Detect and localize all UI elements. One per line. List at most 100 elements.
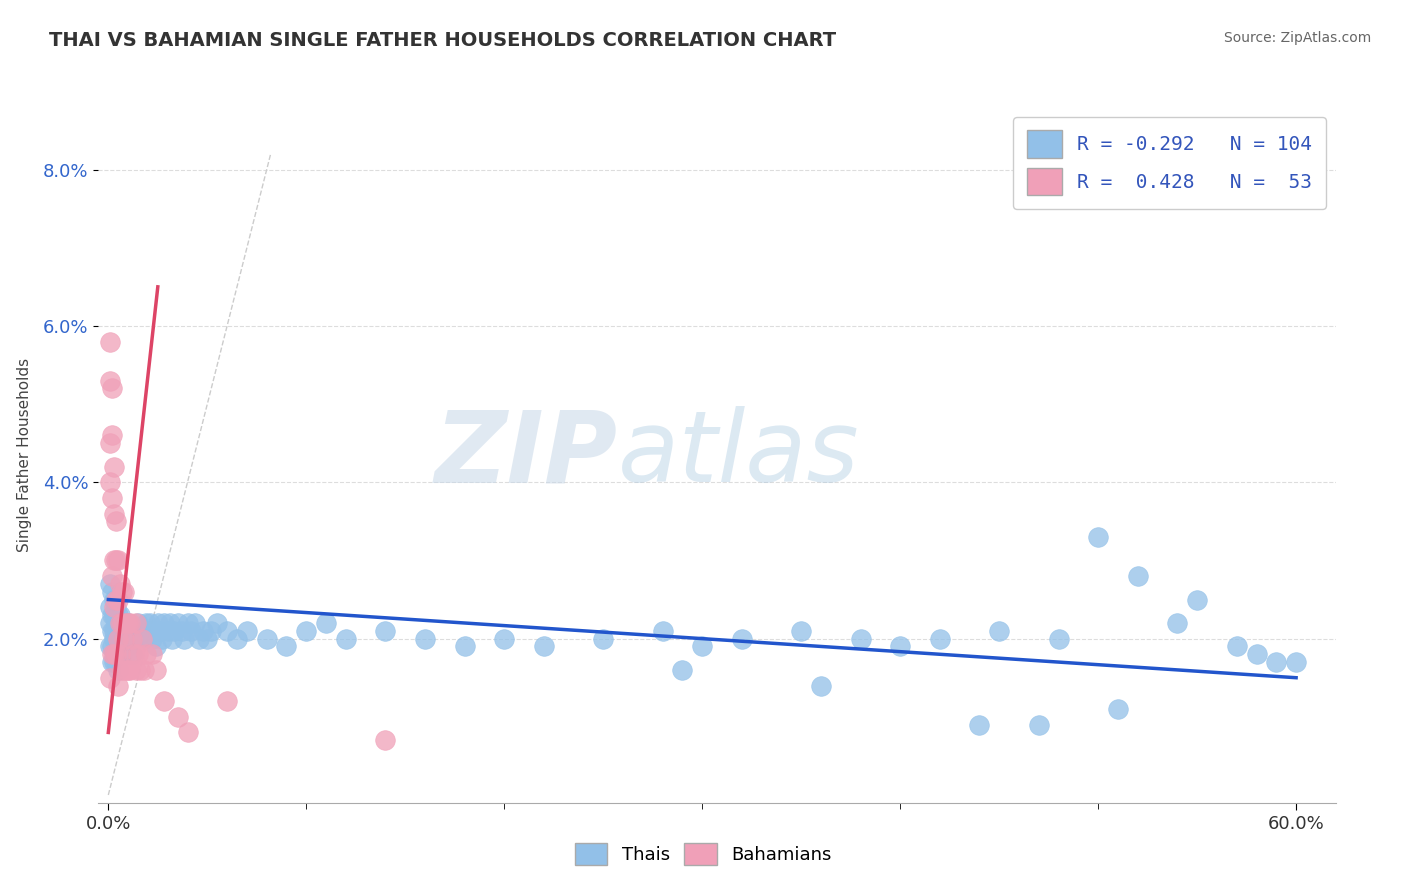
Point bbox=[135, 615, 157, 630]
Point bbox=[180, 624, 202, 638]
Point bbox=[453, 640, 475, 654]
Point bbox=[122, 632, 145, 646]
Point bbox=[111, 663, 134, 677]
Point bbox=[117, 615, 139, 630]
Point bbox=[105, 647, 128, 661]
Point bbox=[166, 710, 188, 724]
Point bbox=[125, 615, 148, 630]
Point bbox=[295, 624, 318, 638]
Point bbox=[176, 725, 198, 739]
Point bbox=[1246, 647, 1268, 661]
Point bbox=[107, 663, 129, 677]
Point bbox=[107, 632, 129, 646]
Point bbox=[173, 632, 195, 646]
Point bbox=[98, 615, 121, 630]
Point bbox=[132, 632, 155, 646]
Point bbox=[150, 632, 173, 646]
Point bbox=[790, 624, 813, 638]
Point bbox=[928, 632, 950, 646]
Point bbox=[276, 640, 298, 654]
Point bbox=[111, 647, 134, 661]
Point bbox=[139, 615, 162, 630]
Point bbox=[889, 640, 911, 654]
Point bbox=[101, 647, 124, 661]
Point bbox=[146, 615, 169, 630]
Point bbox=[117, 615, 139, 630]
Point bbox=[103, 647, 125, 661]
Point bbox=[849, 632, 872, 646]
Legend: R = -0.292   N = 104, R =  0.428   N =  53: R = -0.292 N = 104, R = 0.428 N = 53 bbox=[1014, 117, 1326, 209]
Point bbox=[105, 615, 128, 630]
Point bbox=[108, 577, 131, 591]
Point bbox=[98, 374, 121, 388]
Point bbox=[105, 655, 128, 669]
Point bbox=[107, 553, 129, 567]
Point bbox=[131, 632, 153, 646]
Text: Source: ZipAtlas.com: Source: ZipAtlas.com bbox=[1223, 31, 1371, 45]
Point bbox=[101, 491, 124, 505]
Point bbox=[200, 624, 222, 638]
Point bbox=[107, 592, 129, 607]
Point bbox=[111, 615, 134, 630]
Point bbox=[108, 647, 131, 661]
Point bbox=[120, 615, 142, 630]
Point bbox=[101, 655, 124, 669]
Point bbox=[120, 632, 142, 646]
Point bbox=[108, 624, 131, 638]
Point bbox=[159, 615, 181, 630]
Point bbox=[101, 640, 124, 654]
Point bbox=[108, 608, 131, 623]
Point bbox=[105, 592, 128, 607]
Point bbox=[101, 428, 124, 442]
Text: THAI VS BAHAMIAN SINGLE FATHER HOUSEHOLDS CORRELATION CHART: THAI VS BAHAMIAN SINGLE FATHER HOUSEHOLD… bbox=[49, 31, 837, 50]
Point bbox=[163, 624, 186, 638]
Point bbox=[98, 475, 121, 490]
Point bbox=[125, 663, 148, 677]
Point bbox=[129, 632, 152, 646]
Point bbox=[152, 615, 174, 630]
Point bbox=[533, 640, 555, 654]
Point bbox=[413, 632, 436, 646]
Point bbox=[141, 632, 163, 646]
Point bbox=[1028, 717, 1050, 731]
Point bbox=[112, 584, 135, 599]
Point bbox=[101, 569, 124, 583]
Point bbox=[111, 632, 134, 646]
Point bbox=[170, 624, 193, 638]
Point bbox=[1047, 632, 1070, 646]
Point bbox=[103, 553, 125, 567]
Point bbox=[236, 624, 259, 638]
Point bbox=[125, 624, 148, 638]
Point bbox=[101, 624, 124, 638]
Point bbox=[103, 592, 125, 607]
Point bbox=[105, 514, 128, 528]
Point bbox=[256, 632, 278, 646]
Point bbox=[121, 624, 143, 638]
Point bbox=[226, 632, 249, 646]
Point bbox=[111, 584, 134, 599]
Point bbox=[145, 640, 167, 654]
Point bbox=[108, 647, 131, 661]
Point bbox=[671, 663, 693, 677]
Point bbox=[166, 615, 188, 630]
Y-axis label: Single Father Households: Single Father Households bbox=[17, 358, 32, 552]
Point bbox=[494, 632, 516, 646]
Point bbox=[217, 694, 239, 708]
Point bbox=[115, 624, 138, 638]
Point bbox=[141, 647, 163, 661]
Point bbox=[101, 382, 124, 396]
Point bbox=[112, 624, 135, 638]
Point bbox=[103, 624, 125, 638]
Point bbox=[988, 624, 1011, 638]
Point bbox=[156, 624, 179, 638]
Point bbox=[112, 632, 135, 646]
Point bbox=[101, 584, 124, 599]
Point bbox=[188, 632, 211, 646]
Point bbox=[103, 600, 125, 615]
Point bbox=[103, 507, 125, 521]
Point bbox=[105, 632, 128, 646]
Point bbox=[651, 624, 673, 638]
Point bbox=[184, 615, 207, 630]
Legend: Thais, Bahamians: Thais, Bahamians bbox=[565, 834, 841, 874]
Point bbox=[1107, 702, 1129, 716]
